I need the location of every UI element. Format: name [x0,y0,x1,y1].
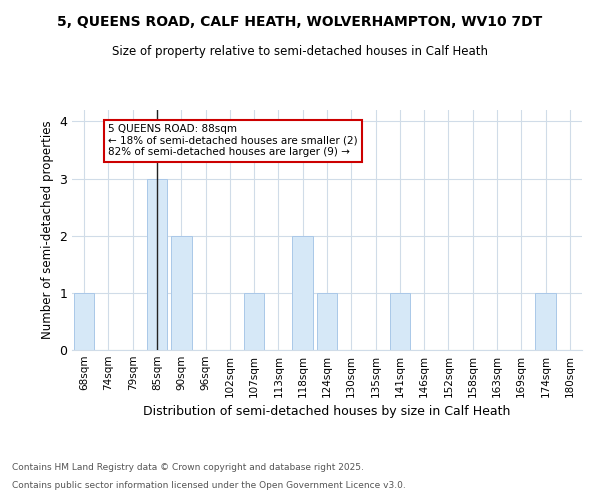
Bar [171,236,191,350]
Y-axis label: Number of semi-detached properties: Number of semi-detached properties [41,120,53,340]
Text: 5, QUEENS ROAD, CALF HEATH, WOLVERHAMPTON, WV10 7DT: 5, QUEENS ROAD, CALF HEATH, WOLVERHAMPTO… [58,15,542,29]
X-axis label: Distribution of semi-detached houses by size in Calf Heath: Distribution of semi-detached houses by … [143,406,511,418]
Text: Contains HM Land Registry data © Crown copyright and database right 2025.: Contains HM Land Registry data © Crown c… [12,464,364,472]
Text: Contains public sector information licensed under the Open Government Licence v3: Contains public sector information licen… [12,481,406,490]
Bar [74,293,94,350]
Text: Size of property relative to semi-detached houses in Calf Heath: Size of property relative to semi-detach… [112,45,488,58]
Text: 5 QUEENS ROAD: 88sqm
← 18% of semi-detached houses are smaller (2)
82% of semi-d: 5 QUEENS ROAD: 88sqm ← 18% of semi-detac… [109,124,358,158]
Bar [535,293,556,350]
Bar [317,293,337,350]
Bar [292,236,313,350]
Bar [389,293,410,350]
Bar [146,178,167,350]
Bar [244,293,265,350]
